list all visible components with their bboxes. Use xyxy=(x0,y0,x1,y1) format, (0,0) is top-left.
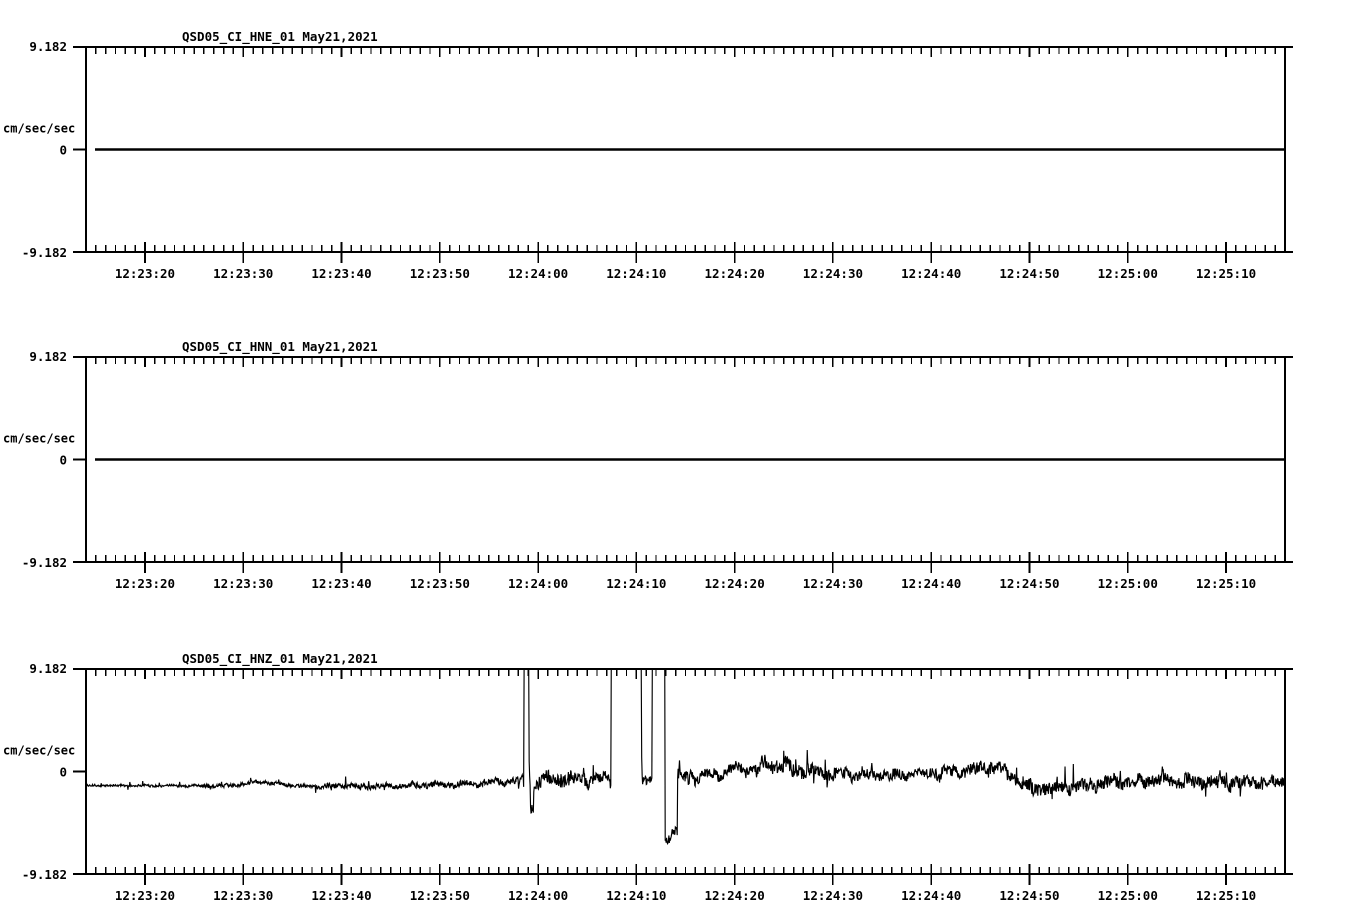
y-axis-unit-label-hne: cm/sec/sec xyxy=(3,122,75,136)
x-axis-tick-label: 12:24:50 xyxy=(999,888,1059,903)
x-axis-tick-label: 12:25:00 xyxy=(1098,576,1158,591)
y-axis-min-label-hne: -9.182 xyxy=(22,245,67,260)
x-axis-tick-label: 12:24:40 xyxy=(901,266,961,281)
x-axis-tick-label: 12:23:30 xyxy=(213,888,273,903)
x-axis-tick-label: 12:23:20 xyxy=(115,576,175,591)
panel-canvas-hne: QSD05_CI_HNE_01 May21,2021 9.182 0 -9.182 cm… xyxy=(3,29,1293,281)
x-axis-tick-label: 12:23:50 xyxy=(410,266,470,281)
panel-title-hnz: QSD05_CI_HNZ_01 May21,2021 xyxy=(182,651,378,667)
x-axis-tick-label: 12:23:30 xyxy=(213,576,273,591)
x-axis-tick-label: 12:24:00 xyxy=(508,576,568,591)
y-axis-min-label-hnz: -9.182 xyxy=(22,867,67,882)
x-axis-tick-label: 12:23:40 xyxy=(311,888,371,903)
y-axis-min-label-hnn: -9.182 xyxy=(22,555,67,570)
x-axis-tick-label: 12:24:10 xyxy=(606,576,666,591)
y-axis-max-label-hnz: 9.182 xyxy=(29,661,67,676)
y-axis-unit-label-hnn: cm/sec/sec xyxy=(3,432,75,446)
x-axis-tick-label: 12:24:30 xyxy=(803,576,863,591)
y-axis-max-label-hnn: 9.182 xyxy=(29,349,67,364)
y-axis-zero-label-hne: 0 xyxy=(59,143,67,158)
y-axis-zero-label-hnn: 0 xyxy=(59,453,67,468)
seismogram-panel-hnz: QSD05_CI_HNZ_01 May21,2021 9.182 0 -9.182 cm… xyxy=(0,622,1358,922)
x-axis-tick-label: 12:24:00 xyxy=(508,888,568,903)
x-axis-tick-label: 12:24:30 xyxy=(803,888,863,903)
x-axis-tick-label: 12:24:00 xyxy=(508,266,568,281)
x-axis-tick-label: 12:23:50 xyxy=(410,888,470,903)
x-axis-tick-label: 12:23:40 xyxy=(311,576,371,591)
x-axis-tick-label: 12:24:10 xyxy=(606,266,666,281)
x-axis-tick-label: 12:24:20 xyxy=(705,888,765,903)
y-axis-max-label-hne: 9.182 xyxy=(29,39,67,54)
x-axis-tick-label: 12:25:10 xyxy=(1196,888,1256,903)
panel-title-hne: QSD05_CI_HNE_01 May21,2021 xyxy=(182,29,378,45)
x-axis-tick-label: 12:24:50 xyxy=(999,576,1059,591)
plot-frame xyxy=(85,668,1286,875)
x-axis-tick-label: 12:23:50 xyxy=(410,576,470,591)
y-axis-unit-label-hnz: cm/sec/sec xyxy=(3,744,75,758)
x-axis-tick-label: 12:23:20 xyxy=(115,266,175,281)
x-axis-tick-label: 12:24:20 xyxy=(705,576,765,591)
panel-canvas-hnz: QSD05_CI_HNZ_01 May21,2021 9.182 0 -9.182 cm… xyxy=(3,651,1293,903)
seismogram-panel-hnn: QSD05_CI_HNN_01 May21,2021 9.182 0 -9.182 cm… xyxy=(0,310,1358,610)
x-axis-tick-label: 12:25:10 xyxy=(1196,266,1256,281)
x-axis-tick-label: 12:23:40 xyxy=(311,266,371,281)
x-axis-tick-label: 12:24:40 xyxy=(901,888,961,903)
x-axis-tick-label: 12:23:30 xyxy=(213,266,273,281)
x-axis-tick-label: 12:24:50 xyxy=(999,266,1059,281)
x-axis-tick-label: 12:25:00 xyxy=(1098,888,1158,903)
x-axis-tick-label: 12:24:40 xyxy=(901,576,961,591)
panel-title-hnn: QSD05_CI_HNN_01 May21,2021 xyxy=(182,339,378,355)
trace-hnz xyxy=(85,668,1286,845)
y-axis-zero-label-hnz: 0 xyxy=(59,765,67,780)
x-axis-tick-label: 12:23:20 xyxy=(115,888,175,903)
seismogram-panel-hne: QSD05_CI_HNE_01 May21,2021 9.182 0 -9.182 cm… xyxy=(0,0,1358,300)
x-axis-tick-label: 12:25:00 xyxy=(1098,266,1158,281)
x-axis-tick-label: 12:24:10 xyxy=(606,888,666,903)
panel-canvas-hnn: QSD05_CI_HNN_01 May21,2021 9.182 0 -9.182 cm… xyxy=(3,339,1293,591)
x-axis-tick-label: 12:25:10 xyxy=(1196,576,1256,591)
x-axis-tick-label: 12:24:30 xyxy=(803,266,863,281)
x-axis-tick-label: 12:24:20 xyxy=(705,266,765,281)
